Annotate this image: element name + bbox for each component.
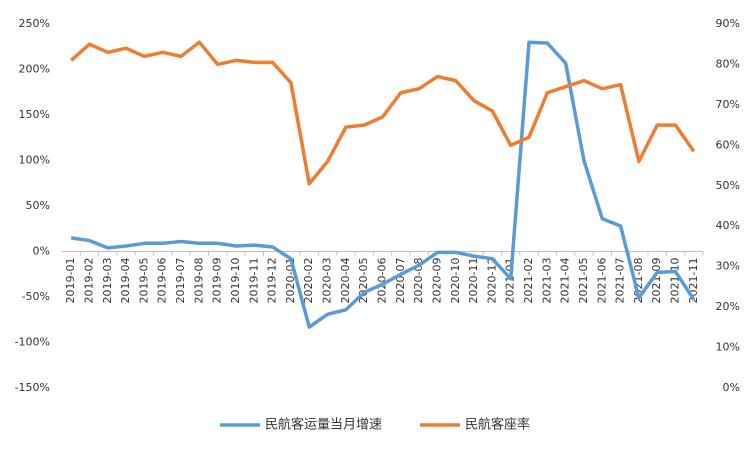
y2-tick-label: 30% — [716, 260, 740, 273]
y-tick-label: 50% — [26, 199, 50, 212]
x-tick-label: 2019-04 — [119, 258, 132, 304]
x-tick-label: 2021-07 — [614, 258, 627, 304]
y2-tick-label: 50% — [716, 179, 740, 192]
x-tick-label: 2019-02 — [82, 258, 95, 304]
x-tick-label: 2019-12 — [266, 258, 279, 304]
y2-tick-label: 60% — [716, 138, 740, 151]
x-tick-label: 2019-11 — [247, 258, 260, 304]
series-line — [70, 40, 696, 329]
legend-label: 民航客运量当月增速 — [265, 417, 382, 433]
y-tick-label: -150% — [15, 381, 50, 394]
x-tick-label: 2021-09 — [650, 258, 663, 304]
x-tick-label: 2019-07 — [174, 258, 187, 304]
x-tick-label: 2019-09 — [211, 258, 224, 304]
x-tick-label: 2021-02 — [522, 258, 535, 304]
y2-tick-label: 20% — [716, 300, 740, 313]
y-tick-label: 150% — [19, 108, 50, 121]
y-tick-label: -100% — [15, 336, 50, 349]
x-tick-label: 2019-08 — [192, 258, 205, 304]
x-tick-label: 2020-03 — [321, 258, 334, 304]
x-tick-label: 2020-07 — [394, 258, 407, 304]
x-tick-label: 2021-01 — [504, 258, 517, 304]
y-tick-label: 100% — [19, 154, 50, 167]
y2-tick-label: 10% — [716, 341, 740, 354]
x-tick-label: 2021-10 — [669, 258, 682, 304]
x-tick-label: 2019-01 — [64, 258, 77, 304]
y-tick-label: 250% — [19, 17, 50, 30]
x-tick-label: 2020-09 — [430, 258, 443, 304]
x-tick-label: 2021-05 — [577, 258, 590, 304]
legend-label: 民航客座率 — [465, 417, 530, 433]
x-tick-label: 2020-02 — [302, 258, 315, 304]
x-tick-label: 2020-12 — [485, 258, 498, 304]
y2-tick-label: 70% — [716, 98, 740, 111]
y2-tick-label: 40% — [716, 219, 740, 232]
x-tick-label: 2019-03 — [101, 258, 114, 304]
x-tick-label: 2021-03 — [540, 258, 553, 304]
x-tick-label: 2019-06 — [156, 258, 169, 304]
x-tick-label: 2020-04 — [339, 258, 352, 304]
series-line — [69, 40, 696, 186]
x-tick-label: 2020-11 — [467, 257, 480, 303]
x-tick-label: 2020-10 — [449, 258, 462, 304]
y2-tick-label: 90% — [716, 17, 740, 30]
y-tick-label: 0% — [33, 245, 50, 258]
y2-tick-label: 0% — [723, 381, 740, 394]
y-tick-label: -50% — [22, 290, 50, 303]
y-tick-label: 200% — [19, 63, 50, 76]
x-tick-label: 2020-08 — [412, 258, 425, 304]
x-tick-label: 2019-05 — [137, 258, 150, 304]
x-tick-label: 2021-06 — [595, 258, 608, 304]
y2-tick-label: 80% — [716, 57, 740, 70]
x-tick-label: 2020-06 — [376, 258, 389, 304]
x-tick-label: 2021-04 — [559, 258, 572, 304]
x-tick-label: 2019-10 — [229, 258, 242, 304]
